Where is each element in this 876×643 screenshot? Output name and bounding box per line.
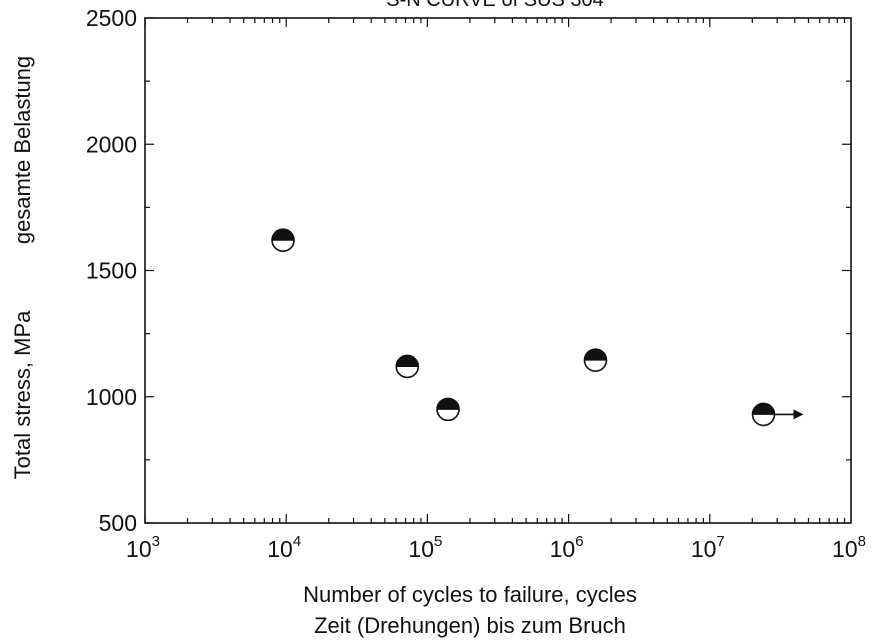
data-point: [395, 354, 420, 379]
axis-ticks: [144, 17, 851, 524]
y-tick-label: 1500: [86, 258, 137, 284]
y-axis-title-secondary: gesamte Belastung: [10, 56, 35, 244]
data-point: [271, 228, 295, 252]
y-tick-label: 1000: [86, 384, 137, 410]
data-point: [436, 397, 460, 422]
data-points: [271, 228, 804, 427]
y-tick-label: 2500: [86, 5, 137, 31]
x-tick-label: 106: [550, 533, 584, 562]
x-tick-labels: 103 104 105 106 107 108: [126, 533, 866, 562]
chart-title: S-N CURVE of SUS 304: [386, 0, 604, 11]
x-tick-label: 105: [408, 533, 442, 562]
x-tick-label: 108: [832, 533, 866, 562]
y-tick-labels: 500 1000 1500 2000 2500: [86, 5, 137, 536]
y-tick-label: 2000: [86, 131, 137, 157]
runout-arrow: [774, 409, 804, 420]
x-tick-label: 107: [691, 533, 725, 562]
data-point: [583, 348, 608, 372]
plot-frame: [144, 17, 852, 524]
x-axis-title-secondary: Zeit (Drehungen) bis zum Bruch: [314, 613, 626, 638]
y-tick-label: 500: [99, 510, 137, 536]
x-tick-label: 103: [126, 533, 160, 562]
data-point: [751, 402, 776, 427]
x-axis-title: Number of cycles to failure, cycles: [303, 582, 637, 607]
y-axis-title: Total stress, MPa: [10, 310, 35, 479]
x-tick-label: 104: [267, 533, 301, 562]
